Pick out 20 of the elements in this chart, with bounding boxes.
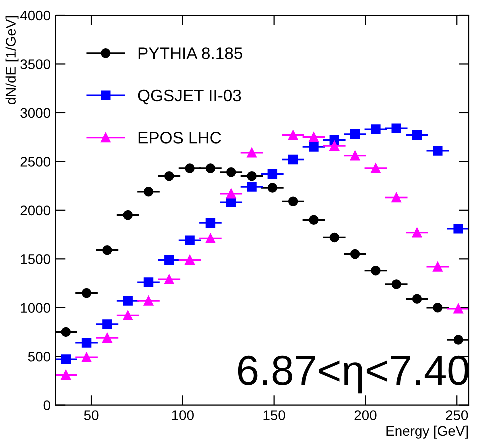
y-tick-label: 0 [44, 400, 50, 411]
y-tick-label: 4000 [20, 10, 50, 21]
x-tick-label: 100 [172, 410, 194, 420]
x-tick-label: 200 [354, 410, 377, 420]
y-tick-label: 3500 [20, 60, 50, 70]
legend-label: QGSJET II-03 [138, 90, 242, 105]
y-tick-label: 2500 [20, 157, 50, 167]
y-tick-label: 3000 [20, 108, 50, 118]
y-tick-label: 1500 [21, 254, 50, 264]
y-tick-label: 2000 [20, 206, 50, 216]
x-tick-label: 250 [446, 410, 468, 420]
x-tick-label: 50 [84, 410, 99, 420]
x-axis-title: Energy [GeV] [386, 426, 468, 439]
y-axis-title: dN/dE [1/GeV] [6, 16, 19, 104]
legend-label: PYTHIA 8.185 [138, 48, 242, 60]
legend-label: EPOS LHC [138, 132, 222, 144]
y-tick-label: 1000 [21, 303, 50, 314]
y-tick-label: 500 [28, 352, 50, 362]
annotation: 6.87<η<7.40 [238, 356, 469, 394]
x-tick-label: 150 [264, 410, 286, 420]
